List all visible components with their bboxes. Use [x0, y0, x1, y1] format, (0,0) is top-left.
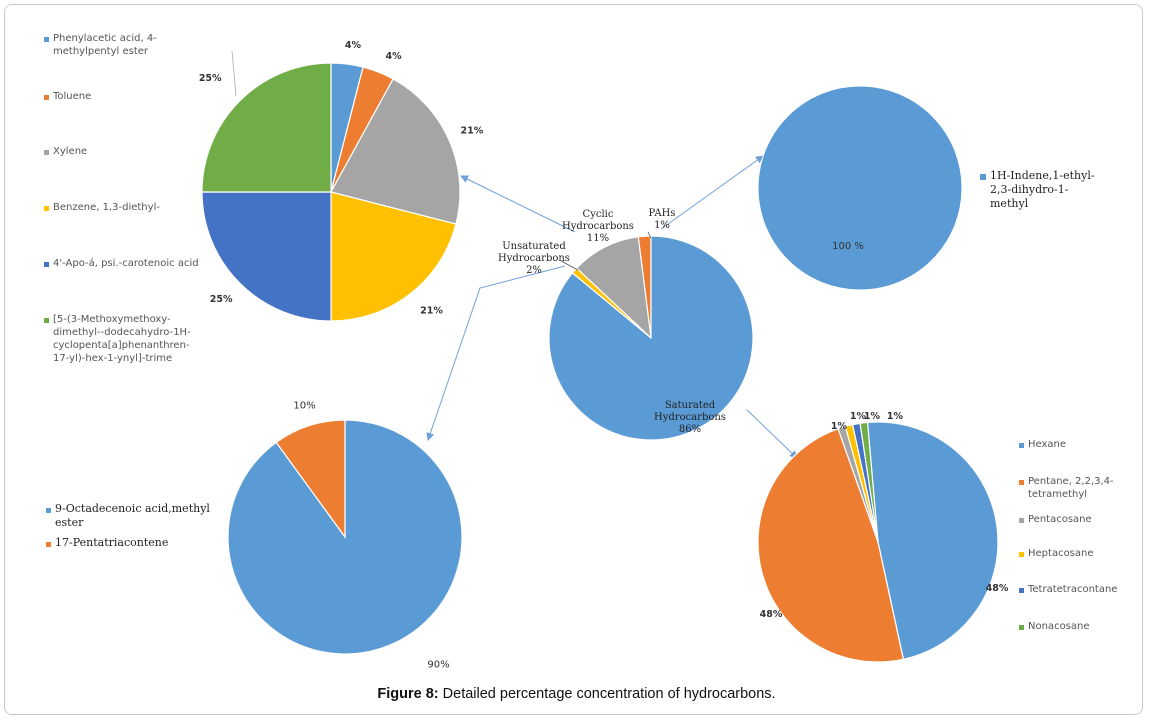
figure-frame [4, 4, 1143, 715]
unsaturated-value-label-9-octadecenoic-acid-methyl-ester: 90% [427, 660, 449, 671]
cyclic-slice-benzene-1-3-diethyl [330, 191, 457, 322]
overview-label-unsaturated: Unsaturated Hydrocarbons 2% [498, 241, 570, 276]
overview-label-pahs: PAHs 1% [649, 208, 676, 231]
arrow-to-pahs [660, 155, 764, 230]
unsaturated-legend-label: 9-Octadecenoic acid,methyl ester [55, 502, 210, 529]
saturated-legend-swatch [1019, 443, 1024, 448]
cyclic-legend-item-xylene: Xylene [44, 146, 87, 157]
cyclic-legend-swatch [44, 318, 49, 323]
saturated-pie [757, 421, 999, 663]
cyclic-value-label-phenylacetic-acid-4-methylpentyl-ester: 4% [345, 40, 362, 51]
overview-label-saturated: Saturated Hydrocarbons 86% [654, 400, 726, 435]
overview-label-cyclic: Cyclic Hydrocarbons 11% [562, 209, 634, 244]
saturated-legend-label: Nonacosane [1028, 621, 1090, 632]
pahs-slice-1h-indene-1-ethyl-2-3-dihydro-1-methyl [757, 85, 963, 291]
saturated-legend-item-nonacosane: Nonacosane [1019, 621, 1090, 632]
pahs-legend-label: 1H-Indene,1-ethyl-2,3-dihydro-1-methyl [990, 169, 1095, 210]
overview-slice-saturated-hydrocarbons [548, 235, 754, 441]
chart-labels: 4%4%21%21%25%25%100 %90%10%48%48%1%1%1% 1… [199, 40, 1009, 671]
saturated-legend-swatch [1019, 625, 1024, 630]
cyclic-legend-item-4-apo-psi-carotenoic-acid: 4'-Apo-á, psi.-carotenoic acid [44, 257, 199, 269]
pie-charts [201, 62, 999, 663]
pahs-value-label: 100 % [832, 241, 864, 252]
pahs-pie [757, 85, 963, 291]
cyclic-legend-label: Phenylacetic acid, 4-methylpentyl ester [53, 33, 157, 57]
unsaturated-legend-swatch [46, 508, 51, 513]
cyclic-legend-label: [5-(3-Methoxymethoxy-dimethyl--dodecahyd… [53, 314, 191, 364]
unsaturated-legend-label: 17-Pentatriacontene [55, 536, 168, 549]
cyclic-slice-4-apo-psi-carotenoic-acid [201, 191, 332, 322]
saturated-legend-label: Hexane [1028, 439, 1066, 450]
saturated-legend-item-tetratetracontane: Tetratetracontane [1019, 584, 1117, 595]
saturated-slice-hexane [866, 421, 999, 661]
saturated-legend-swatch [1019, 588, 1024, 593]
unsaturated-legend-item-9-octadecenoic-acid-methyl-ester: 9-Octadecenoic acid,methyl ester [46, 502, 210, 529]
saturated-value-label-hexane: 48% [986, 583, 1009, 594]
saturated-slice-pentane-2-2-3-4-tetramethyl [757, 428, 905, 663]
cyclic-value-label-xylene: 21% [461, 126, 484, 137]
chart-legends: Phenylacetic acid, 4-methylpentyl ester T… [44, 33, 1117, 632]
figure-caption: Figure 8: Detailed percentage concentrat… [0, 686, 1153, 702]
overview-slice-cyclic-hydrocarbons [575, 236, 652, 340]
pahs-legend-item-1h-indene-1-ethyl-2-3-dihydro-1-methyl: 1H-Indene,1-ethyl-2,3-dihydro-1-methyl [980, 169, 1095, 210]
cyclic-slice-5-3-methoxymethoxy-dimethyl-dodecahydro- [201, 62, 332, 193]
pahs-legend-swatch [980, 174, 986, 180]
overview-pie [548, 235, 754, 441]
saturated-legend-item-pentane-2-2-3-4-tetramethyl: Pentane, 2,2,3,4-tetramethyl [1019, 476, 1114, 500]
unsaturated-value-label-17-pentatriacontene: 10% [293, 400, 315, 411]
saturated-legend-swatch [1019, 518, 1024, 523]
saturated-legend-swatch [1019, 552, 1024, 557]
saturated-legend-item-heptacosane: Heptacosane [1019, 548, 1094, 559]
cyclic-legend-swatch [44, 262, 49, 267]
cyclic-legend-item-phenylacetic-acid-4-methylpentyl-ester: Phenylacetic acid, 4-methylpentyl ester [44, 33, 157, 57]
unsaturated-legend-item-17-pentatriacontene: 17-Pentatriacontene [46, 536, 168, 549]
cyclic-legend-label: Toluene [52, 91, 91, 102]
saturated-legend-label: Heptacosane [1028, 548, 1094, 559]
arrow-to-unsaturated [426, 265, 566, 441]
cyclic-legend-label: 4'-Apo-á, psi.-carotenoic acid [53, 257, 199, 269]
saturated-small-value-label: 1% [831, 421, 848, 432]
saturated-slice-nonacosane [859, 421, 879, 543]
arrow-to-saturated [746, 409, 798, 459]
unsaturated-legend-swatch [46, 542, 51, 547]
caption-text: Detailed percentage concentration of hyd… [438, 686, 776, 702]
overview-leader-pahs [647, 231, 652, 239]
saturated-legend-label: Tetratetracontane [1027, 584, 1117, 595]
saturated-small-value-label: 1% [850, 411, 867, 422]
caption-label: Figure 8: [377, 686, 439, 702]
saturated-legend-label: Pentane, 2,2,3,4-tetramethyl [1028, 476, 1114, 500]
cyclic-pie [201, 62, 461, 322]
cyclic-legend-label: Xylene [53, 146, 87, 157]
connector-arrows [426, 155, 798, 459]
cyclic-value-label-4-apo-psi-carotenoic-acid: 25% [210, 294, 233, 305]
cyclic-value-label-benzene-1-3-diethyl: 21% [420, 305, 443, 316]
cyclic-slice-xylene [330, 78, 461, 225]
cyclic-value-label-5-3-methoxymethoxy-dimethyl-dodecahydro-: 25% [199, 73, 222, 84]
unsaturated-slice-17-pentatriacontene [275, 419, 346, 539]
cyclic-value-label-toluene: 4% [386, 51, 403, 62]
saturated-legend-label: Pentacosane [1028, 514, 1092, 525]
cyclic-legend-swatch [44, 150, 49, 155]
unsaturated-pie [227, 419, 463, 655]
cyclic-legend-label: Benzene, 1,3-diethyl- [53, 202, 160, 213]
saturated-legend-item-hexane: Hexane [1019, 439, 1066, 450]
cyclic-legend-swatch [44, 206, 49, 211]
cyclic-legend-swatch [44, 95, 49, 100]
saturated-value-label-pentane: 48% [760, 609, 783, 620]
cyclic-leader-line [231, 50, 237, 97]
overview-leader-unsaturated [560, 260, 579, 271]
saturated-legend-swatch [1019, 480, 1024, 485]
saturated-legend-item-pentacosane: Pentacosane [1019, 514, 1092, 525]
arrow-to-cyclic [460, 175, 576, 233]
cyclic-legend-item-benzene-1-3-diethyl: Benzene, 1,3-diethyl- [44, 202, 160, 213]
cyclic-legend-item-5-3-methoxymethoxy-dimethyl-dodecahydro-: [5-(3-Methoxymethoxy-dimethyl--dodecahyd… [44, 314, 191, 364]
cyclic-legend-item-toluene: Toluene [44, 91, 91, 102]
saturated-small-value-label: 1% [887, 411, 904, 422]
saturated-small-value-label: 1% [864, 411, 881, 422]
cyclic-legend-swatch [44, 37, 49, 42]
